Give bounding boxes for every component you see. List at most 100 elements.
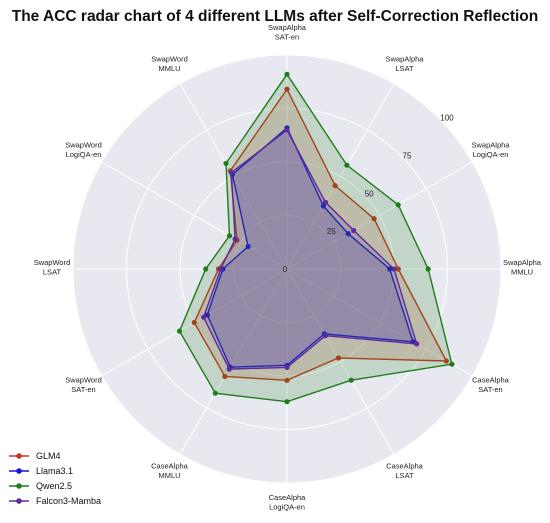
radial-tick-label: 0 <box>283 265 288 274</box>
data-point <box>395 202 401 208</box>
data-point <box>425 266 431 272</box>
data-point <box>335 355 341 361</box>
grid-spoke <box>286 268 395 455</box>
legend-swatch <box>9 467 29 474</box>
legend-label: Llama3.1 <box>36 465 74 476</box>
axis-label: SwapWord LSAT <box>34 258 71 277</box>
data-point <box>387 266 393 272</box>
axis-label-line: SwapWord <box>65 376 102 385</box>
data-point <box>245 243 251 250</box>
legend-label: Qwen2.5 <box>36 480 73 491</box>
radial-tick-label: 100 <box>440 114 454 123</box>
data-point <box>351 227 357 234</box>
axis-label: CaseAlpha LogiQA-en <box>269 493 307 512</box>
axis-label-line: LogiQA-en <box>269 503 305 512</box>
data-point <box>332 183 338 189</box>
radial-tick-label: 75 <box>403 152 412 161</box>
data-point <box>344 162 350 168</box>
legend-marker <box>16 482 22 489</box>
data-point <box>395 266 401 272</box>
data-point <box>226 366 232 372</box>
axis-label-line: SwapAlpha <box>386 55 425 64</box>
axis-label: CaseAlpha LSAT <box>386 462 424 481</box>
axis-label: SwapWord SAT-en <box>65 376 102 395</box>
data-point <box>218 266 224 272</box>
legend-item: Qwen2.5 <box>8 478 101 493</box>
data-point <box>348 377 354 383</box>
legend: GLM4 Llama3.1 Qwen2.5 Falcon3-Mamba <box>8 448 101 508</box>
axis-label-line: CaseAlpha <box>472 376 510 385</box>
data-point <box>284 377 290 383</box>
data-point <box>176 328 183 334</box>
legend-marker <box>16 497 22 504</box>
axis-label-line: CaseAlpha <box>151 462 189 471</box>
grid-spoke <box>286 161 473 270</box>
legend-swatch <box>9 482 29 489</box>
axis-label-line: LSAT <box>395 64 414 73</box>
grid-spoke <box>101 161 288 270</box>
axis-label-line: LogiQA-en <box>473 150 509 159</box>
radial-tick-label: 25 <box>327 227 336 236</box>
data-point <box>232 236 238 242</box>
legend-marker <box>16 467 22 474</box>
data-point <box>284 71 290 77</box>
axis-label-line: SAT-en <box>478 385 502 394</box>
data-point <box>284 86 290 92</box>
axis-label-line: SwapWord <box>65 141 102 150</box>
legend-item: Llama3.1 <box>8 463 101 478</box>
legend-swatch <box>9 497 29 504</box>
axis-label: SwapWord LogiQA-en <box>65 141 102 160</box>
data-point <box>191 319 197 326</box>
axis-label: CaseAlpha SAT-en <box>472 376 510 395</box>
axis-label-line: SwapAlpha <box>472 141 511 150</box>
axis-label: CaseAlpha MMLU <box>151 462 189 481</box>
grid-spoke <box>179 268 288 455</box>
axis-label-line: MMLU <box>511 268 533 277</box>
data-point <box>201 314 207 320</box>
data-point <box>414 341 420 347</box>
axis-label-line: CaseAlpha <box>386 462 424 471</box>
legend-marker <box>16 452 22 459</box>
axis-label-line: LSAT <box>395 471 414 480</box>
data-point <box>391 266 397 272</box>
axis-label-line: LSAT <box>43 268 62 277</box>
data-point <box>284 127 290 133</box>
axis-label-line: SAT-en <box>275 33 299 42</box>
axis-label: SwapAlpha LSAT <box>386 55 425 74</box>
data-point <box>223 160 229 166</box>
data-point <box>226 233 233 239</box>
axis-label-line: SwapAlpha <box>268 23 307 32</box>
axis-label-line: SwapWord <box>151 55 188 64</box>
grid-spoke <box>286 268 473 377</box>
legend-label: Falcon3-Mamba <box>36 495 102 506</box>
data-point <box>371 216 377 222</box>
data-point <box>443 358 449 364</box>
axis-label: SwapWord MMLU <box>151 55 188 74</box>
grid-spoke <box>286 83 395 270</box>
axis-label: SwapAlpha LogiQA-en <box>472 141 511 160</box>
data-point <box>228 170 234 176</box>
axis-label-line: CaseAlpha <box>269 493 307 502</box>
axis-label-line: SwapAlpha <box>503 258 542 267</box>
legend-label: GLM4 <box>36 450 61 461</box>
series-falcon3-mamba <box>201 127 420 372</box>
axis-label: SwapAlpha MMLU <box>503 258 542 277</box>
data-point <box>222 373 228 380</box>
axis-label: SwapAlpha SAT-en <box>268 23 307 42</box>
legend-item: Falcon3-Mamba <box>8 493 101 508</box>
data-point <box>203 266 209 272</box>
data-point <box>449 361 455 367</box>
legend-item: GLM4 <box>8 448 101 463</box>
axis-label-line: LogiQA-en <box>66 150 102 159</box>
data-point <box>345 231 351 237</box>
data-point <box>284 399 290 405</box>
data-point <box>322 199 329 205</box>
data-point <box>322 333 329 339</box>
axis-label-line: SAT-en <box>71 385 95 394</box>
series-qwen2-5 <box>176 71 455 405</box>
legend-swatch <box>9 452 29 459</box>
data-point <box>284 364 290 370</box>
axis-label-line: MMLU <box>158 471 180 480</box>
